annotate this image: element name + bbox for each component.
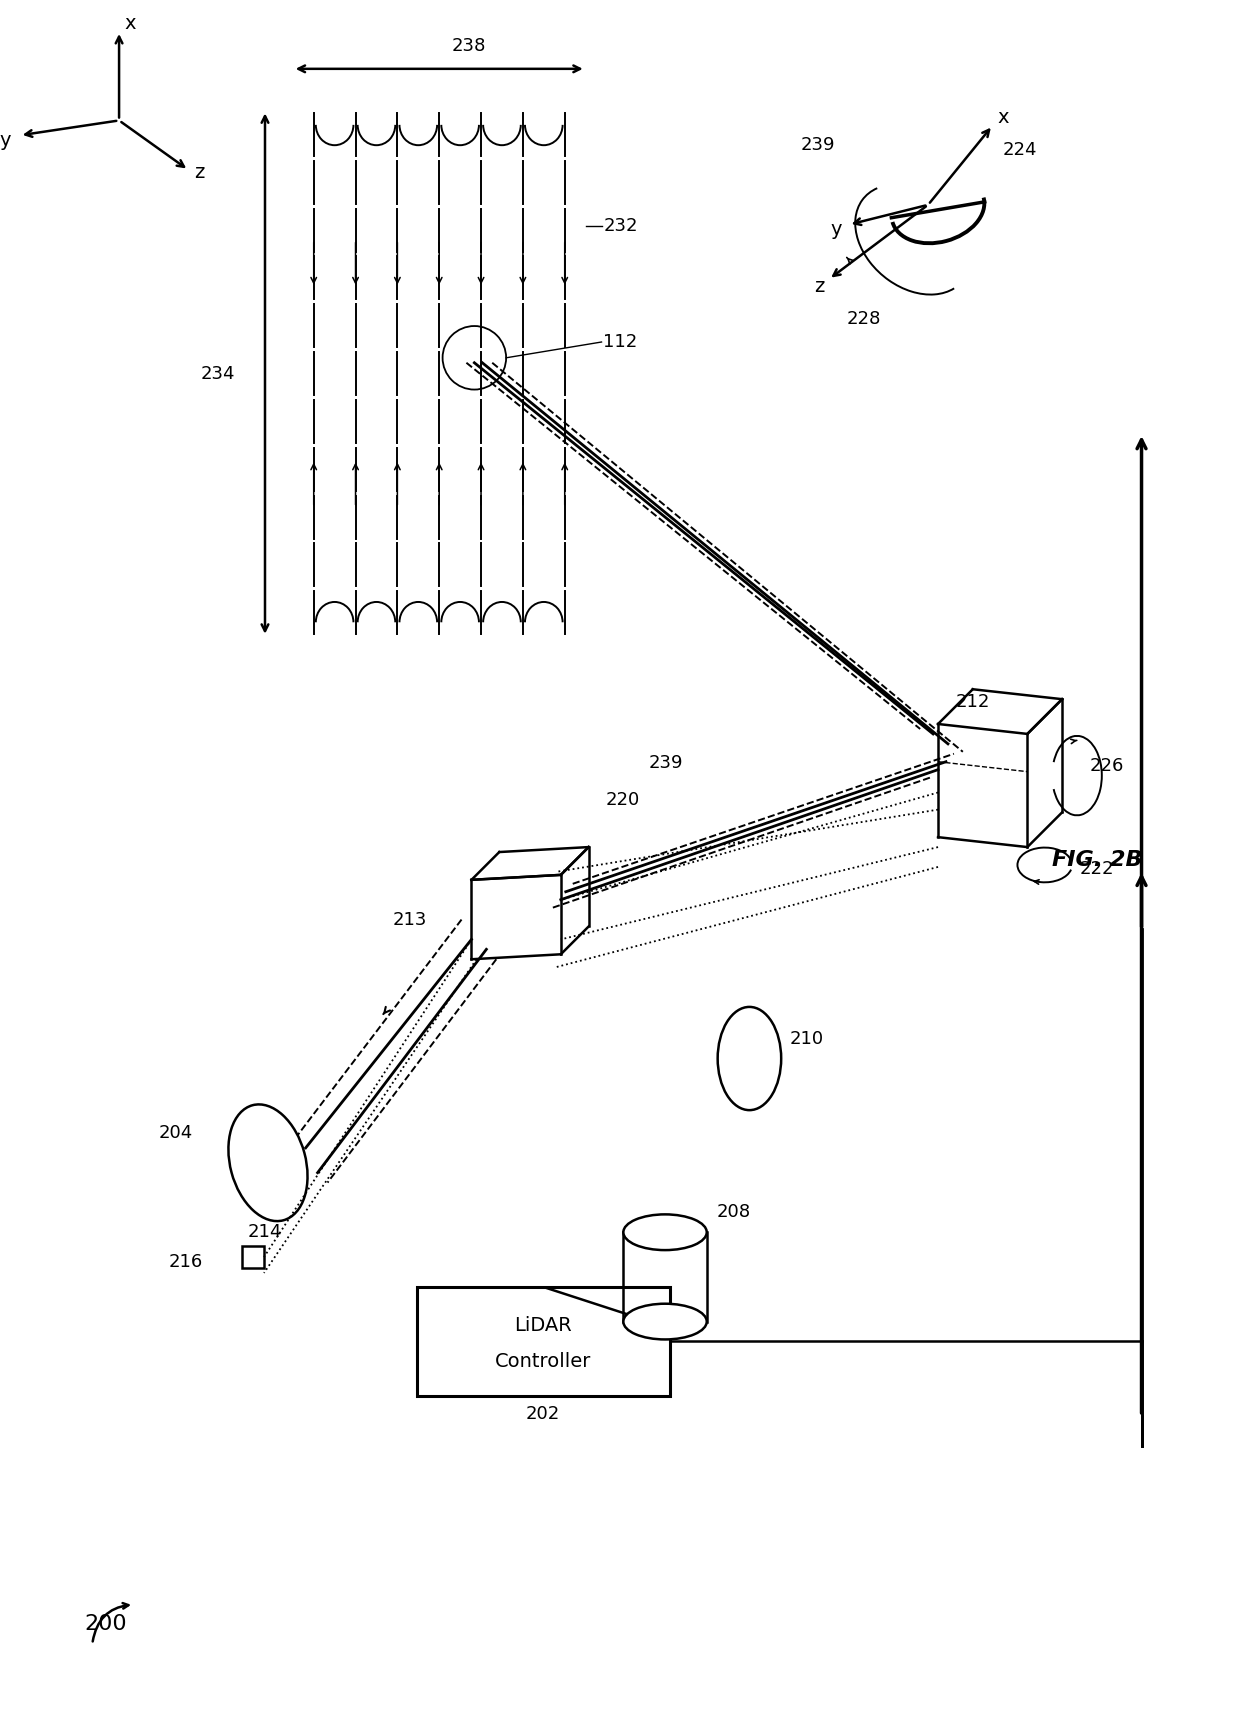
Text: 222: 222 <box>1080 860 1115 877</box>
Text: 200: 200 <box>84 1614 126 1635</box>
Text: Controller: Controller <box>495 1351 591 1370</box>
Text: 214: 214 <box>248 1223 283 1241</box>
Text: 208: 208 <box>717 1204 750 1221</box>
Text: 239: 239 <box>649 754 683 771</box>
Text: 239: 239 <box>801 136 836 155</box>
Text: 238: 238 <box>451 38 486 55</box>
Text: 226: 226 <box>1090 757 1125 774</box>
Text: 204: 204 <box>159 1125 193 1142</box>
Text: y: y <box>831 220 842 239</box>
Text: 220: 220 <box>605 792 640 809</box>
Text: 212: 212 <box>956 694 990 711</box>
Text: y: y <box>0 130 11 149</box>
Text: 232: 232 <box>604 218 639 235</box>
Ellipse shape <box>624 1214 707 1250</box>
Text: 202: 202 <box>526 1405 560 1423</box>
Text: z: z <box>195 163 205 182</box>
Text: 112: 112 <box>604 333 637 350</box>
Text: x: x <box>998 108 1009 127</box>
Text: FIG. 2B: FIG. 2B <box>1052 850 1142 871</box>
Text: z: z <box>813 276 825 295</box>
Text: 213: 213 <box>392 910 427 929</box>
Text: 210: 210 <box>789 1030 823 1047</box>
Text: 234: 234 <box>201 364 236 383</box>
Ellipse shape <box>624 1303 707 1339</box>
Text: x: x <box>124 14 135 33</box>
Text: 224: 224 <box>1003 141 1037 160</box>
Text: 216: 216 <box>169 1253 203 1271</box>
Text: 228: 228 <box>847 311 880 328</box>
Text: LiDAR: LiDAR <box>515 1315 572 1334</box>
